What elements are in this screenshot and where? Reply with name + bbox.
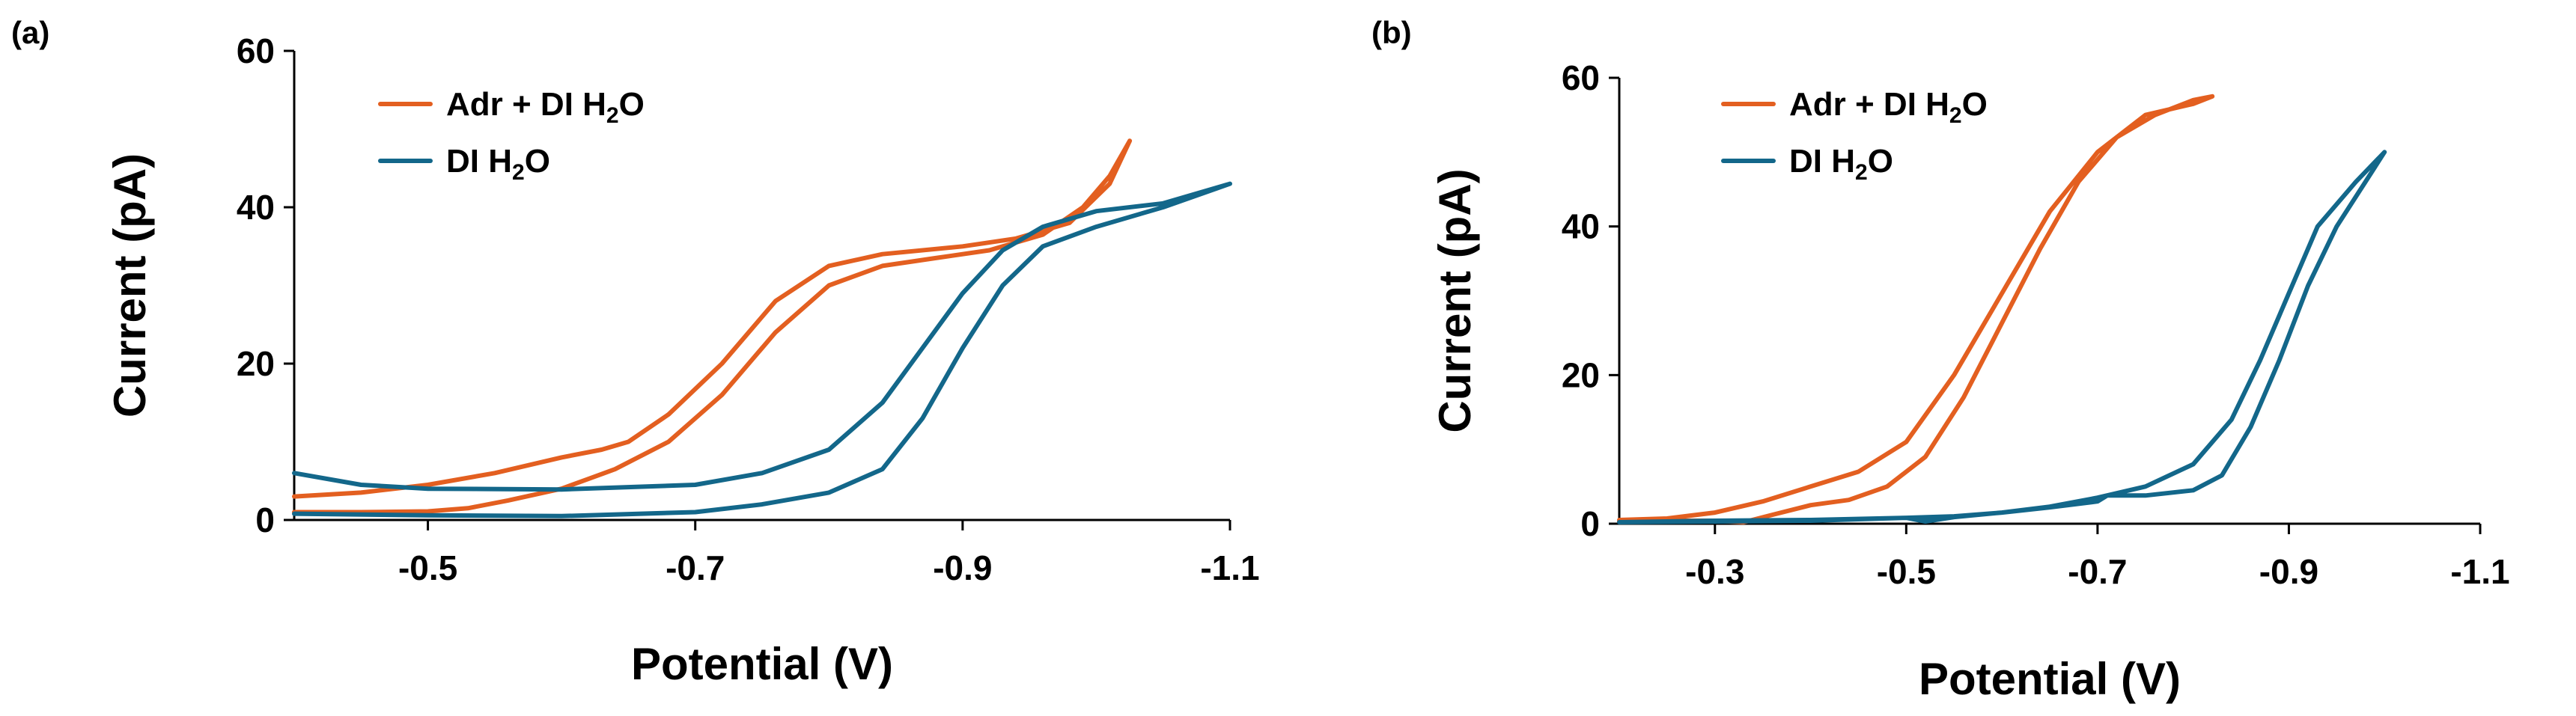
x-tick-label: -0.7: [2068, 552, 2127, 591]
panel-label: (a): [11, 15, 49, 50]
y-tick-label: 60: [1562, 58, 1600, 97]
series-line-adr-di-h2o: [292, 138, 1133, 515]
panel-label: (b): [1371, 15, 1412, 50]
x-tick-label: -0.3: [1685, 552, 1744, 591]
x-tick-label: -0.9: [2259, 552, 2318, 591]
legend-label: Adr + DI H2O: [446, 86, 645, 128]
y-tick-label: 40: [237, 188, 275, 227]
panel-a: (a) 0 20 40 60 -0.5 -0.7 -0.9 -1.1 Potential (V) C…: [11, 15, 1260, 689]
series-line-adr-di-h2o: [1617, 94, 2215, 524]
series-line-di-h2o: [292, 181, 1232, 518]
x-tick-label: -0.7: [666, 548, 725, 587]
x-tick-label: -0.9: [933, 548, 992, 587]
x-axis-title: Potential (V): [631, 639, 893, 689]
y-axis-title: Current (pA): [105, 153, 155, 417]
y-tick-label: 20: [1562, 355, 1600, 394]
y-tick-label: 0: [255, 501, 275, 539]
x-tick-label: -0.5: [398, 548, 457, 587]
y-axis-title: Current (pA): [1430, 168, 1480, 432]
x-axis-title: Potential (V): [1919, 654, 2181, 704]
legend-label: DI H2O: [446, 143, 550, 185]
legend-label: DI H2O: [1789, 143, 1893, 185]
legend-label: Adr + DI H2O: [1789, 86, 1988, 128]
y-tick-label: 20: [237, 344, 275, 383]
y-tick-label: 40: [1562, 207, 1600, 246]
x-tick-label: -1.1: [1200, 548, 1259, 587]
x-tick-label: -1.1: [2450, 552, 2509, 591]
y-tick-label: 0: [1580, 504, 1600, 543]
y-tick-label: 60: [237, 31, 275, 70]
series-line-di-h2o: [1617, 150, 2387, 524]
panel-b: (b) 0 20 40 60 -0.3 -0.5 -0.7 -0.9 -1.1 Potential …: [1371, 15, 2510, 704]
x-tick-label: -0.5: [1877, 552, 1936, 591]
